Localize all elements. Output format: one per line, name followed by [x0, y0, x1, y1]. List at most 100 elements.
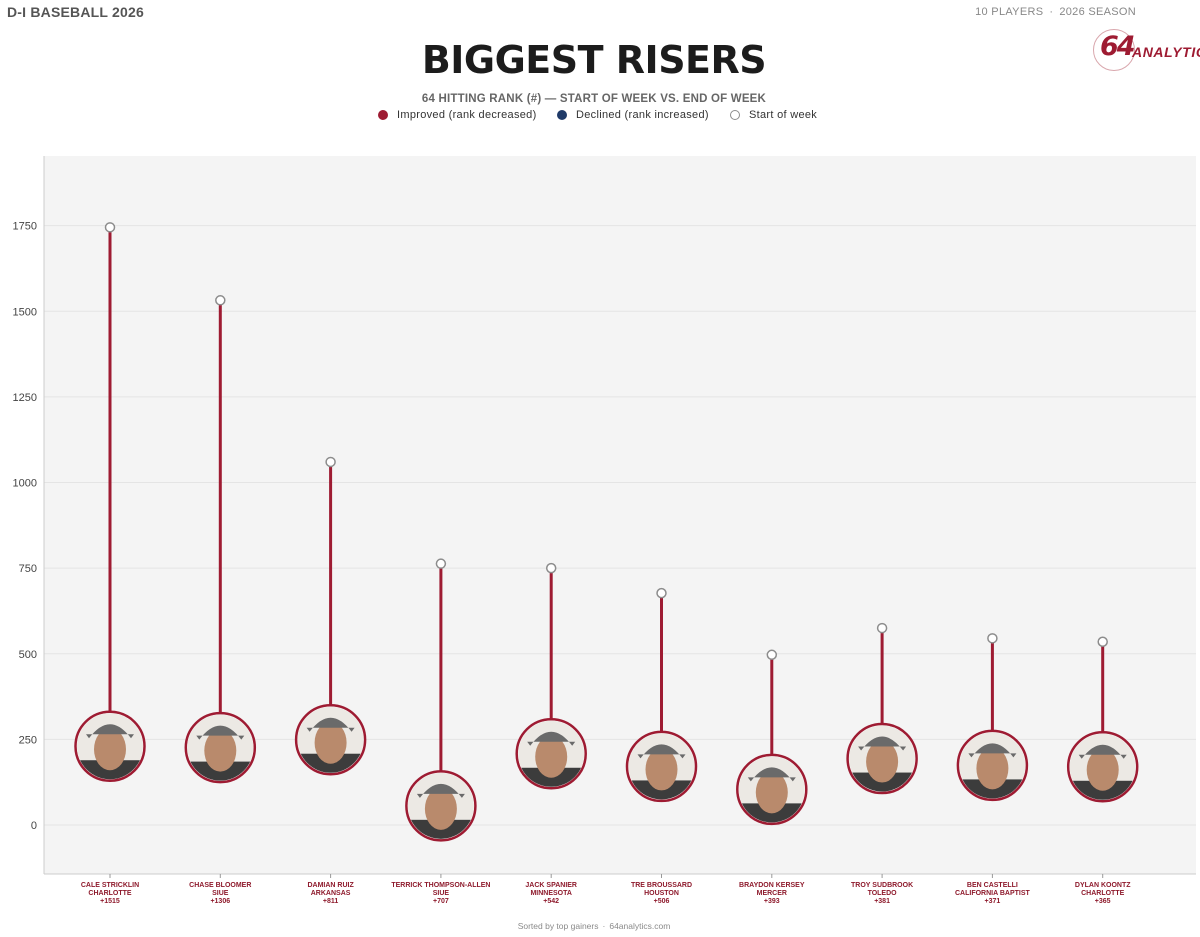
avatar-cap: [747, 767, 796, 782]
y-tick-label: 1750: [13, 221, 37, 233]
start-of-week-marker: [1097, 636, 1108, 648]
legend-label-start: Start of week: [749, 109, 818, 121]
player-avatar: [518, 720, 585, 787]
y-tick-label: 1250: [13, 392, 37, 404]
rank-gain: +542: [543, 898, 559, 905]
avatar-cap: [86, 724, 134, 739]
avatar-face: [204, 729, 237, 772]
player-team: MERCER: [757, 890, 787, 897]
footer-site: 64analytics.com: [609, 921, 671, 931]
start-of-week-marker: [215, 295, 226, 306]
start-of-week-marker: [104, 222, 116, 233]
season-label: 2026 SEASON: [1059, 6, 1136, 18]
footer: Sorted by top gainers · 64analytics.com: [0, 921, 1188, 931]
rank-gain: +381: [874, 898, 890, 905]
player-avatar: [297, 706, 364, 773]
avatar-cap: [1078, 744, 1127, 759]
player-name: CALE STRICKLIN: [81, 882, 139, 889]
player-team: CHARLOTTE: [88, 890, 131, 897]
player-name: BRAYDON KERSEY: [739, 882, 805, 889]
avatar-cap: [306, 717, 355, 732]
player-avatar: [1069, 733, 1136, 800]
logo-number: 64: [1100, 31, 1136, 62]
player-name: CHASE BLOOMER: [189, 882, 251, 889]
brand-logo[interactable]: 64 ANALYTICS: [1093, 27, 1200, 73]
legend-item-declined[interactable]: Declined (rank increased): [557, 109, 709, 121]
rank-gain: +707: [433, 898, 449, 905]
y-tick-label: 750: [19, 563, 37, 575]
legend: Improved (rank decreased) Declined (rank…: [0, 109, 1200, 125]
avatar-face: [866, 740, 899, 783]
legend-item-improved[interactable]: Improved (rank decreased): [378, 109, 537, 121]
player-avatar: [407, 772, 474, 839]
logo-ring: [1093, 29, 1135, 71]
legend-label-improved: Improved (rank decreased): [397, 109, 537, 121]
rank-gain: +371: [985, 898, 1001, 905]
rank-gain: +393: [764, 898, 780, 905]
y-tick-label: 0: [31, 820, 37, 832]
player-team: HOUSTON: [644, 890, 679, 897]
player-name: TRE BROUSSARD: [631, 882, 692, 889]
legend-label-declined: Declined (rank increased): [576, 109, 709, 121]
legend-dot-start: [730, 110, 740, 120]
avatar-face: [976, 747, 1009, 790]
avatar-cap: [858, 736, 907, 751]
footer-separator: ·: [602, 921, 606, 931]
player-name: BEN CASTELLI: [967, 882, 1018, 889]
avatar-face: [314, 721, 347, 764]
player-avatar: [628, 733, 695, 800]
rank-gain: +811: [323, 898, 338, 905]
avatar-face: [424, 787, 457, 830]
player-avatar: [77, 713, 143, 780]
start-of-week-marker: [435, 558, 447, 569]
y-tick-label: 1000: [13, 478, 37, 490]
avatar-face: [94, 728, 126, 771]
y-tick-label: 250: [19, 734, 37, 746]
start-of-week-marker: [325, 456, 336, 468]
chart-title: BIGGEST RISERS: [421, 38, 767, 82]
start-of-week-marker: [876, 622, 888, 634]
player-name: TERRICK THOMPSON-ALLEN: [391, 882, 490, 889]
player-team: SIUE: [212, 890, 229, 897]
players-count: 10 PLAYERS: [975, 6, 1044, 18]
start-of-week-marker: [545, 562, 557, 574]
avatar-cap: [968, 743, 1017, 758]
player-name: DYLAN KOONTZ: [1075, 882, 1131, 889]
legend-item-start[interactable]: Start of week: [730, 109, 817, 121]
player-avatar: [738, 756, 805, 823]
avatar-cap: [637, 744, 686, 759]
footer-sort-note: Sorted by top gainers: [517, 921, 599, 931]
avatar-face: [535, 735, 568, 778]
avatar-face: [755, 771, 788, 814]
start-of-week-marker: [766, 649, 778, 661]
avatar-cap: [196, 725, 245, 740]
player-avatar: [849, 725, 916, 792]
player-name: DAMIAN RUIZ: [307, 882, 354, 889]
separator-dot: ·: [1049, 6, 1054, 18]
player-avatar: [187, 714, 254, 781]
player-team: ARKANSAS: [311, 890, 351, 897]
player-name: TROY SUDBROOK: [851, 882, 913, 889]
player-team: MINNESOTA: [530, 890, 571, 897]
player-avatar: [959, 732, 1026, 799]
rank-gain: +1306: [210, 898, 230, 905]
y-tick-label: 500: [19, 649, 37, 661]
y-tick-label: 1500: [13, 306, 37, 318]
avatar-cap: [416, 783, 465, 798]
start-of-week-marker: [987, 633, 998, 644]
league-label: D-I BASEBALL 2026: [7, 4, 144, 20]
legend-dot-improved: [378, 110, 388, 120]
rank-gain: +506: [654, 898, 670, 905]
legend-dot-declined: [557, 110, 567, 120]
player-team: TOLEDO: [868, 890, 898, 897]
avatar-cap: [527, 731, 576, 746]
rank-gain: +365: [1095, 898, 1111, 905]
player-team: SIUE: [433, 890, 450, 897]
rank-gain: +1515: [100, 898, 120, 905]
avatar-face: [645, 748, 678, 791]
chart-subtitle: 64 HITTING RANK (#) — START OF WEEK VS. …: [421, 93, 767, 105]
logo-word: ANALYTICS: [1132, 44, 1200, 60]
avatar-face: [1086, 748, 1119, 791]
season-info: 10 PLAYERS · 2026 SEASON: [975, 6, 1136, 18]
